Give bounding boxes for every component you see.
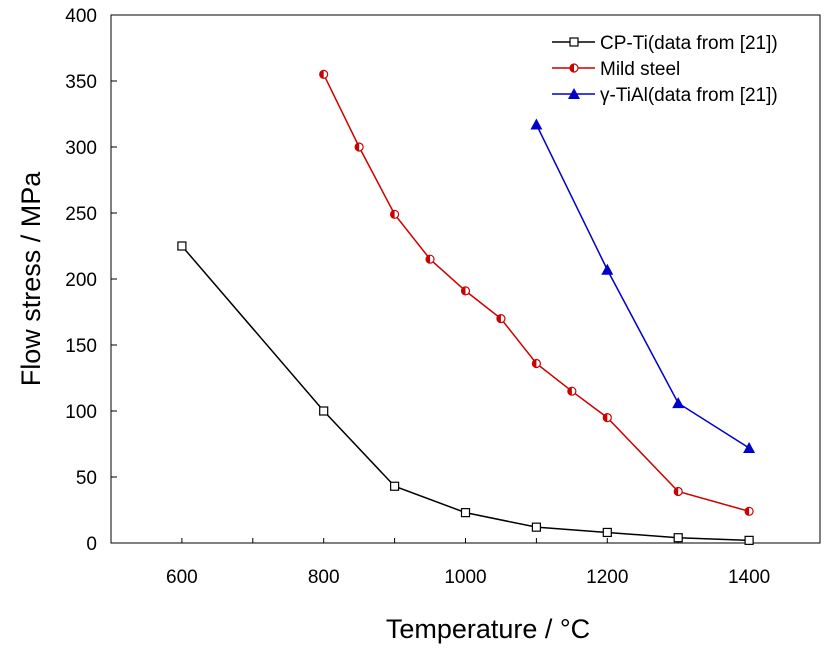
y-tick-label: 150 <box>65 336 97 357</box>
data-point <box>460 286 471 296</box>
series-2 <box>319 69 754 516</box>
y-tick-label: 100 <box>65 402 97 423</box>
y-tick-label: 350 <box>65 72 97 93</box>
series-1 <box>177 241 754 545</box>
legend-item: γ-TiAl(data from [21]) <box>552 85 778 106</box>
x-axis: 600 800 1000 1200 1400 <box>110 538 821 588</box>
x-tick-label: 1200 <box>586 567 628 588</box>
data-point <box>177 241 187 251</box>
series-layer <box>177 69 756 545</box>
data-point <box>744 506 754 516</box>
data-point <box>319 69 329 80</box>
data-point <box>673 486 683 497</box>
data-point <box>390 209 400 219</box>
data-point <box>531 522 542 532</box>
data-point <box>460 508 471 518</box>
data-point <box>602 413 612 423</box>
data-point <box>531 358 542 369</box>
y-tick-label: 200 <box>65 270 97 291</box>
data-point <box>425 254 435 264</box>
data-point <box>672 397 685 409</box>
y-tick-label: 0 <box>86 534 97 555</box>
series-3 <box>530 118 756 453</box>
y-axis-title: Flow stress / MPa <box>16 171 46 387</box>
y-axis: 0 50 100 150 200 250 300 350 400 <box>65 6 117 555</box>
data-point <box>569 37 579 47</box>
series-line <box>535 124 750 449</box>
x-tick-label: 600 <box>166 567 198 588</box>
data-point <box>743 441 756 453</box>
legend-label: γ-TiAl(data from [21]) <box>600 85 778 106</box>
x-tick-label: 1000 <box>444 567 486 588</box>
data-point <box>744 535 754 545</box>
legend-label: CP-Ti(data from [21]) <box>600 33 778 54</box>
data-point <box>354 142 364 152</box>
x-axis-title: Temperature / °C <box>386 614 590 644</box>
data-point <box>569 63 579 73</box>
x-tick-label: 1400 <box>728 567 770 588</box>
data-point <box>319 406 329 416</box>
y-tick-label: 250 <box>65 204 97 225</box>
legend-item: Mild steel <box>552 59 680 80</box>
legend-item: CP-Ti(data from [21]) <box>552 33 778 54</box>
data-point <box>673 533 683 543</box>
data-point <box>601 263 614 275</box>
data-point <box>567 386 577 396</box>
y-tick-label: 50 <box>76 468 97 489</box>
x-tick-label: 800 <box>308 567 340 588</box>
data-point <box>568 88 580 99</box>
y-tick-label: 300 <box>65 138 97 159</box>
series-line <box>323 74 750 513</box>
data-point <box>496 314 506 324</box>
legend: CP-Ti(data from [21]) Mild steel γ-TiAl(da… <box>552 33 778 106</box>
data-point <box>390 481 400 491</box>
data-point <box>530 118 543 130</box>
series-line <box>181 245 750 542</box>
data-point <box>602 527 612 538</box>
legend-label: Mild steel <box>600 59 680 80</box>
y-tick-label: 400 <box>65 6 97 27</box>
